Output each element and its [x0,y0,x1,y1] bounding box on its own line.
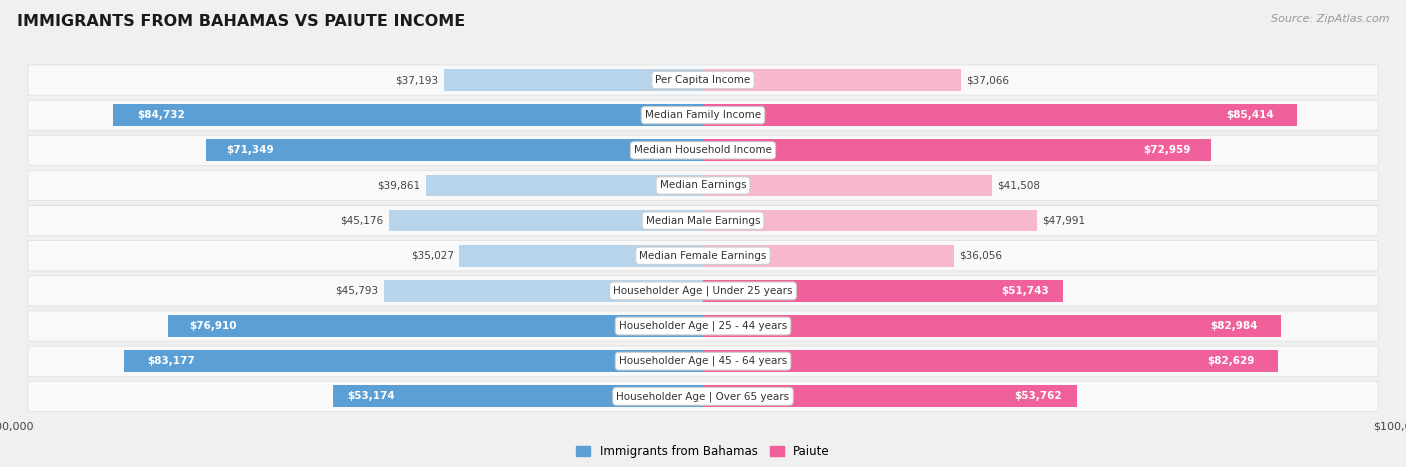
Bar [384,280,703,302]
FancyBboxPatch shape [28,205,1378,236]
Text: $35,027: $35,027 [411,251,454,261]
FancyBboxPatch shape [28,65,1378,95]
Bar [703,350,1278,372]
Text: Median Female Earnings: Median Female Earnings [640,251,766,261]
Bar [124,350,703,372]
Text: $82,629: $82,629 [1208,356,1256,366]
Bar [703,280,1063,302]
Text: Householder Age | 25 - 44 years: Householder Age | 25 - 44 years [619,321,787,331]
Text: $37,193: $37,193 [395,75,439,85]
Text: $84,732: $84,732 [136,110,184,120]
Text: $53,762: $53,762 [1015,391,1062,401]
Bar [703,104,1298,126]
Legend: Immigrants from Bahamas, Paiute: Immigrants from Bahamas, Paiute [571,440,835,463]
Bar [703,210,1038,232]
Bar [703,315,1281,337]
FancyBboxPatch shape [28,381,1378,411]
Text: Source: ZipAtlas.com: Source: ZipAtlas.com [1271,14,1389,24]
Text: $85,414: $85,414 [1226,110,1274,120]
Text: $45,793: $45,793 [336,286,378,296]
Text: Median Male Earnings: Median Male Earnings [645,216,761,226]
Text: Median Earnings: Median Earnings [659,180,747,191]
FancyBboxPatch shape [28,276,1378,306]
Text: Median Household Income: Median Household Income [634,145,772,156]
Text: Householder Age | Under 25 years: Householder Age | Under 25 years [613,286,793,296]
Text: $41,508: $41,508 [997,180,1040,191]
Bar [426,175,703,196]
Bar [167,315,703,337]
Text: Per Capita Income: Per Capita Income [655,75,751,85]
Text: $47,991: $47,991 [1043,216,1085,226]
Text: IMMIGRANTS FROM BAHAMAS VS PAIUTE INCOME: IMMIGRANTS FROM BAHAMAS VS PAIUTE INCOME [17,14,465,29]
Text: $82,984: $82,984 [1211,321,1257,331]
Text: Householder Age | Over 65 years: Householder Age | Over 65 years [616,391,790,402]
Bar [703,245,953,267]
Bar [703,175,991,196]
Text: $53,174: $53,174 [347,391,395,401]
Text: $39,861: $39,861 [377,180,420,191]
Text: $37,066: $37,066 [966,75,1010,85]
Text: $71,349: $71,349 [226,145,274,156]
FancyBboxPatch shape [28,241,1378,271]
Text: $51,743: $51,743 [1001,286,1049,296]
FancyBboxPatch shape [28,100,1378,130]
FancyBboxPatch shape [28,135,1378,165]
Bar [703,385,1077,407]
Text: Median Family Income: Median Family Income [645,110,761,120]
Bar [703,140,1211,161]
FancyBboxPatch shape [28,311,1378,341]
Bar [460,245,703,267]
Text: $36,056: $36,056 [959,251,1002,261]
Text: $83,177: $83,177 [148,356,195,366]
Bar [388,210,703,232]
FancyBboxPatch shape [28,346,1378,376]
Bar [114,104,703,126]
Bar [207,140,703,161]
Bar [333,385,703,407]
Bar [444,69,703,91]
Text: $76,910: $76,910 [190,321,236,331]
FancyBboxPatch shape [28,170,1378,200]
Bar [703,69,960,91]
Text: $72,959: $72,959 [1143,145,1191,156]
Text: $45,176: $45,176 [340,216,382,226]
Text: Householder Age | 45 - 64 years: Householder Age | 45 - 64 years [619,356,787,367]
